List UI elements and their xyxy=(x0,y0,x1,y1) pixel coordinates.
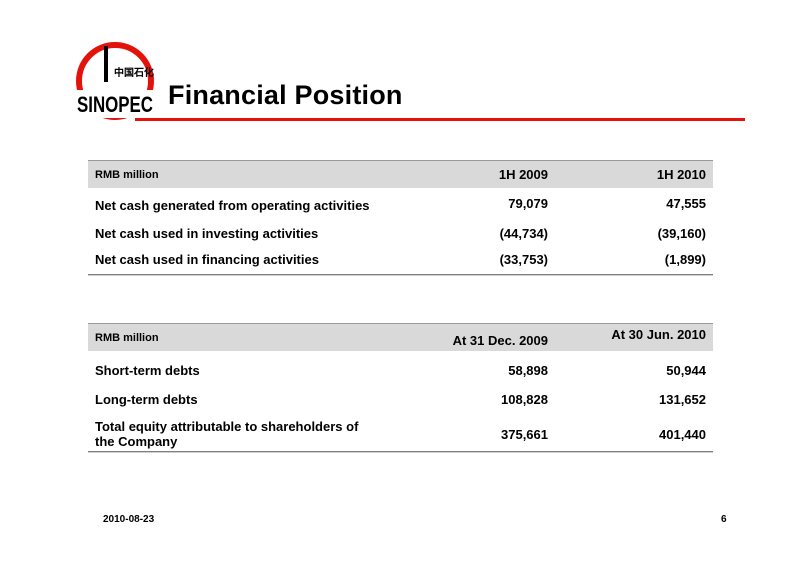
row-value-2: 47,555 xyxy=(666,196,706,211)
row-label: Net cash used in investing activities xyxy=(95,226,319,241)
column-header-unit: RMB million xyxy=(95,169,159,181)
svg-text:中国石化: 中国石化 xyxy=(114,66,154,79)
row-label: Net cash used in financing activities xyxy=(95,252,319,267)
table-row: Net cash used in investing activities (4… xyxy=(88,217,713,244)
page-title: Financial Position xyxy=(168,80,403,110)
footer-date: 2010-08-23 xyxy=(103,514,155,525)
table-bottom-rule xyxy=(88,274,713,276)
table-header: RMB million At 31 Dec. 2009 At 30 Jun. 2… xyxy=(88,323,713,351)
row-value-1: (44,734) xyxy=(499,226,548,241)
row-label-line-2: the Company xyxy=(95,434,178,449)
row-value-1: (33,753) xyxy=(499,252,548,267)
table-row: Total equity attributable to shareholder… xyxy=(88,411,713,451)
row-label: Long-term debts xyxy=(95,392,198,407)
row-value-1: 58,898 xyxy=(508,363,548,378)
row-value-2: (1,899) xyxy=(664,252,706,267)
column-header-1h-2009: 1H 2009 xyxy=(498,167,548,182)
row-label-line-1: Total equity attributable to shareholder… xyxy=(95,419,359,434)
row-label: Net cash generated from operating activi… xyxy=(95,198,370,213)
table-row: Net cash generated from operating activi… xyxy=(88,188,713,217)
title-divider xyxy=(135,118,745,121)
table-row: Short-term debts 58,898 50,944 xyxy=(88,351,713,385)
svg-text:SINOPEC: SINOPEC xyxy=(77,92,153,117)
row-value-2: 50,944 xyxy=(666,363,706,378)
cash-flow-table: RMB million 1H 2009 1H 2010 Net cash gen… xyxy=(88,160,713,276)
column-header-unit: RMB million xyxy=(95,332,159,344)
column-header-dec-2009: At 31 Dec. 2009 xyxy=(452,333,548,348)
row-value-1: 375,661 xyxy=(501,427,548,442)
row-value-2: (39,160) xyxy=(657,226,706,241)
table-header: RMB million 1H 2009 1H 2010 xyxy=(88,160,713,188)
row-value-2: 401,440 xyxy=(659,427,706,442)
row-value-1: 108,828 xyxy=(501,392,548,407)
table-bottom-rule xyxy=(88,451,713,453)
page-number: 6 xyxy=(721,514,727,525)
debt-equity-table: RMB million At 31 Dec. 2009 At 30 Jun. 2… xyxy=(88,323,713,453)
row-label: Short-term debts xyxy=(95,363,200,378)
table-row: Net cash used in financing activities (3… xyxy=(88,244,713,274)
column-header-jun-2010: At 30 Jun. 2010 xyxy=(611,327,706,342)
table-row: Long-term debts 108,828 131,652 xyxy=(88,385,713,411)
column-header-1h-2010: 1H 2010 xyxy=(656,167,706,182)
row-value-2: 131,652 xyxy=(659,392,706,407)
sinopec-logo: 中国石化 SINOPEC xyxy=(76,42,154,120)
row-value-1: 79,079 xyxy=(508,196,548,211)
